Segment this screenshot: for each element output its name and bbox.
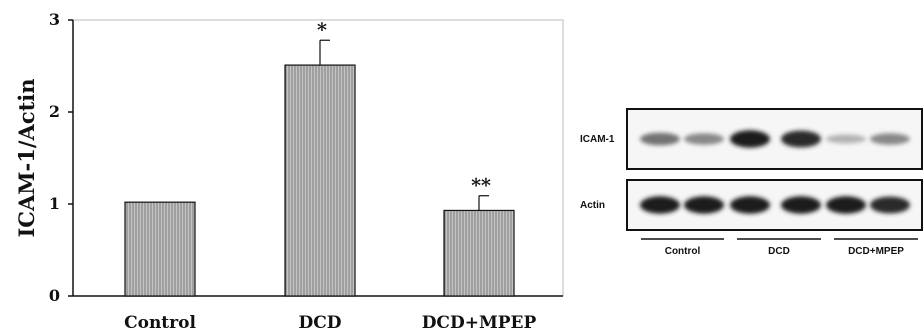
category-labels: Control DCD DCD+MPEP — [124, 313, 536, 333]
blot-band — [730, 130, 770, 148]
y-tick-label: 1 — [49, 194, 60, 213]
y-axis-title: ICAM-1/Actin — [14, 78, 39, 237]
blot-band — [826, 134, 866, 144]
category-label: DCD+MPEP — [422, 313, 537, 333]
y-ticks: 0 1 2 3 — [49, 10, 73, 305]
bar — [284, 64, 356, 297]
blot-row-label: ICAM-1 — [580, 134, 615, 145]
blot-group-label: Control — [665, 246, 701, 257]
blot-band — [684, 133, 724, 145]
blot-group-label: DCD+MPEP — [848, 246, 904, 257]
significance-marker: ** — [471, 175, 491, 197]
blot-row-label: Actin — [580, 200, 605, 211]
significance-marker: * — [317, 19, 327, 41]
category-label: DCD — [298, 313, 341, 333]
blot-band — [781, 196, 821, 214]
blot-group-label: DCD — [768, 246, 790, 257]
blot-band — [730, 196, 770, 214]
y-tick-label: 0 — [49, 286, 60, 305]
bar — [124, 201, 196, 297]
western-blot: ICAM-1 Actin Control DCD DCD+MPEP — [580, 108, 923, 257]
blot-band — [870, 133, 910, 145]
y-tick-label: 3 — [49, 10, 60, 29]
bar — [443, 209, 515, 297]
y-tick-label: 2 — [49, 102, 60, 121]
bars: *** — [124, 19, 515, 297]
category-label: Control — [124, 313, 196, 333]
blot-band — [781, 130, 821, 148]
blot-band — [684, 196, 724, 214]
blot-band — [870, 196, 910, 214]
blot-band — [640, 132, 680, 146]
blot-band — [826, 196, 866, 214]
blot-band — [640, 196, 680, 214]
